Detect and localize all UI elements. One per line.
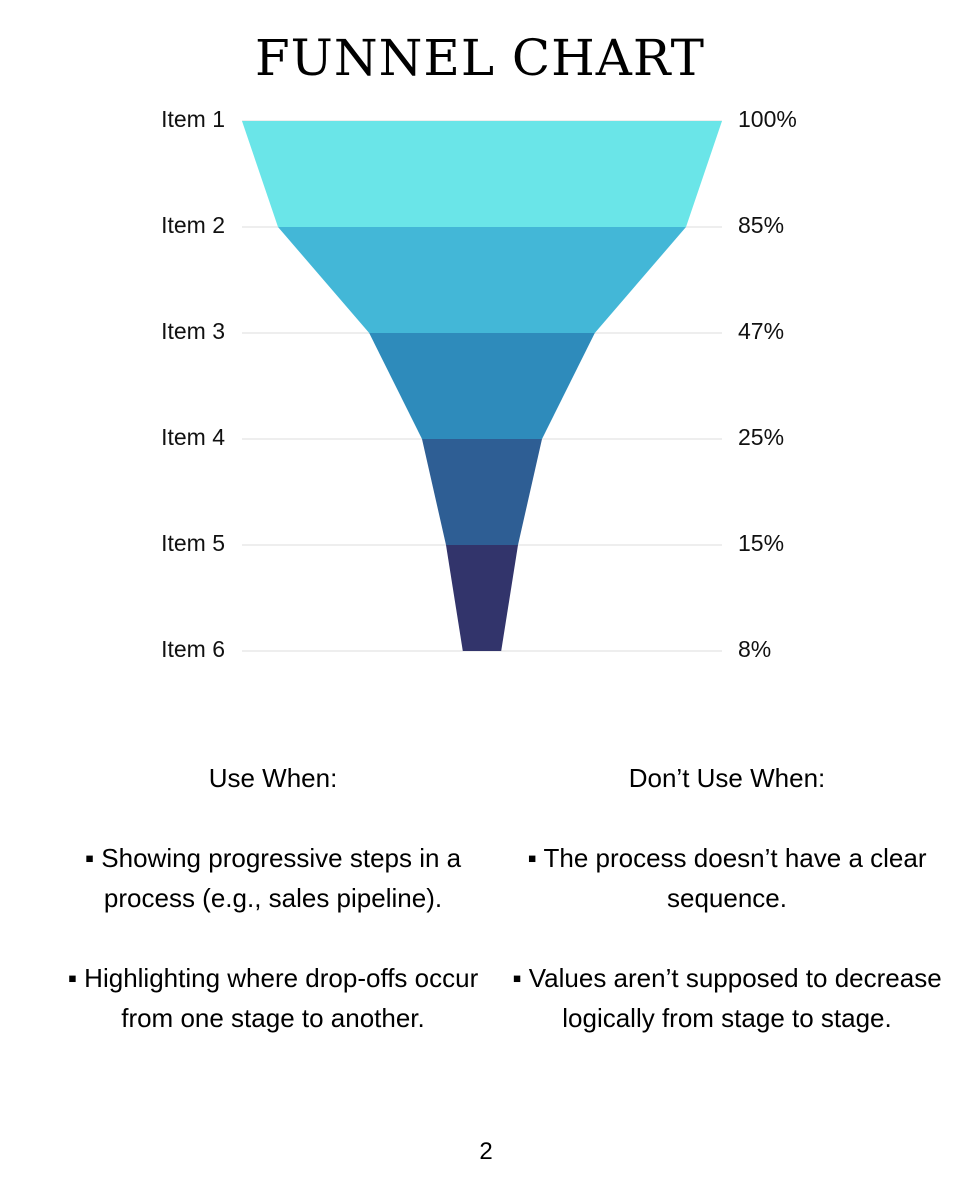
use-when-heading: Use When: — [208, 763, 338, 793]
chart-title: FUNNEL CHART — [254, 29, 705, 87]
funnel-segment — [369, 333, 595, 439]
funnel-segment — [242, 121, 722, 227]
category-label: Item 3 — [161, 318, 225, 344]
dont-use-when-heading: Don’t Use When: — [628, 763, 826, 793]
funnel-segment — [422, 439, 542, 545]
category-label: Item 4 — [161, 424, 225, 450]
dont-use-when-bullet: ▪ Values aren’t supposed to decrease log… — [512, 963, 942, 1033]
category-label: Item 6 — [161, 636, 225, 662]
category-label: Item 5 — [161, 530, 225, 556]
category-label: Item 2 — [161, 212, 225, 238]
use-when-section: Use When: ▪ Showing progressive steps in… — [58, 758, 488, 1078]
dont-use-when-bullet: ▪ The process doesn’t have a clear seque… — [527, 843, 927, 913]
category-label: Item 1 — [161, 106, 225, 132]
page-number: 2 — [479, 1138, 493, 1165]
value-label: 15% — [738, 530, 784, 556]
funnel-segment — [278, 227, 686, 333]
value-label: 8% — [738, 636, 771, 662]
funnel-chart: Item 1 100% Item 2 85% Item 3 47% Item 4 25% Ite… — [161, 106, 797, 662]
value-label: 47% — [738, 318, 784, 344]
use-when-bullet: ▪ Highlighting where drop-offs occur fro… — [67, 963, 479, 1033]
value-label: 25% — [738, 424, 784, 450]
funnel-segment — [446, 545, 518, 651]
use-when-bullet: ▪ Showing progressive steps in a process… — [84, 843, 462, 913]
value-label: 100% — [738, 106, 797, 132]
value-label: 85% — [738, 212, 784, 238]
dont-use-when-section: Don’t Use When: ▪ The process doesn’t ha… — [512, 758, 942, 1078]
